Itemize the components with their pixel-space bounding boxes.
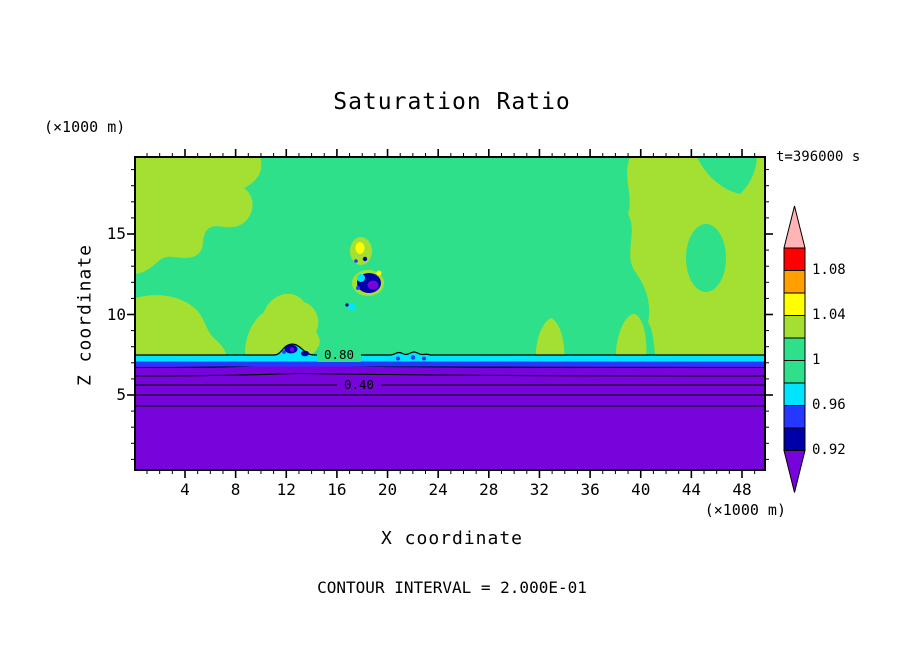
colorbar-tick-label: 1.08: [812, 261, 846, 278]
contour-label-040: 0.40: [337, 377, 381, 392]
cloud-dot-cyan: [348, 303, 356, 311]
y-axis-unit: (×1000 m): [44, 118, 126, 136]
x-tick-label: 4: [180, 480, 190, 499]
cloud-speck: [376, 270, 382, 276]
crest-navy-blob: [301, 350, 309, 357]
patch-top-left: [135, 157, 262, 274]
colorbar: [783, 205, 806, 493]
blue-band: [135, 360, 765, 367]
green-bay-right: [686, 224, 726, 292]
plot-border: [134, 156, 766, 471]
colorbar-tick-label: 1.04: [812, 306, 846, 323]
y-tick-label: 5: [116, 385, 126, 404]
crest-speck: [282, 350, 286, 354]
x-axis-label: X coordinate: [380, 528, 524, 549]
page-title: Saturation Ratio: [333, 89, 571, 115]
x-tick-label: 12: [276, 480, 296, 499]
colorbar-tick-label: 1: [812, 351, 821, 368]
contour-line: [135, 372, 765, 377]
patch-finger-1: [535, 318, 565, 364]
cloud-speck: [354, 259, 358, 263]
x-tick-label: 8: [230, 480, 241, 499]
subsaturated-region: [135, 365, 765, 470]
x-tick-label: 28: [479, 480, 499, 499]
colorbar-tick-label: 0.92: [812, 441, 846, 458]
interface-speck: [410, 355, 416, 360]
contour-line: [135, 405, 765, 407]
y-tick-label: 10: [106, 304, 126, 324]
x-tick-label: 16: [327, 480, 347, 499]
patch-left-middle: [135, 295, 227, 364]
crest-purple-dot: [289, 347, 295, 352]
x-tick-label: 36: [580, 480, 600, 499]
interface-speck: [396, 356, 400, 361]
x-tick-label: 44: [681, 480, 701, 499]
colorbar-tick-label: 0.96: [812, 396, 846, 413]
patch-finger-2: [615, 313, 647, 364]
x-tick-label: 48: [732, 480, 752, 499]
x-tick-label: 32: [529, 480, 550, 499]
cloud-spot-core: [355, 242, 365, 254]
x-tick-label: 24: [428, 480, 448, 499]
contour-field: [135, 157, 765, 470]
y-tick-label: 15: [106, 224, 126, 243]
x-tick-label: 20: [377, 480, 398, 499]
contour-label-080: 0.80: [317, 347, 361, 362]
cloud-speck: [362, 256, 368, 262]
cloud-speck: [345, 303, 349, 307]
cloud-blob-cyan: [357, 274, 365, 282]
colorbar-arrow-down: [783, 450, 806, 493]
x-axis-unit: (×1000 m): [704, 501, 786, 519]
green-notch-top-right: [697, 157, 757, 194]
x-tick-label: 40: [631, 480, 651, 499]
contour-interval-note: CONTOUR INTERVAL = 2.000E-01: [317, 578, 587, 597]
interface-speck: [422, 356, 426, 361]
cloud-blob-purple: [367, 280, 379, 290]
cloud-speck: [356, 286, 360, 290]
contour-line: [135, 394, 765, 396]
patch-center-bump: [244, 293, 320, 364]
time-annotation: t=396000 s: [776, 149, 861, 165]
